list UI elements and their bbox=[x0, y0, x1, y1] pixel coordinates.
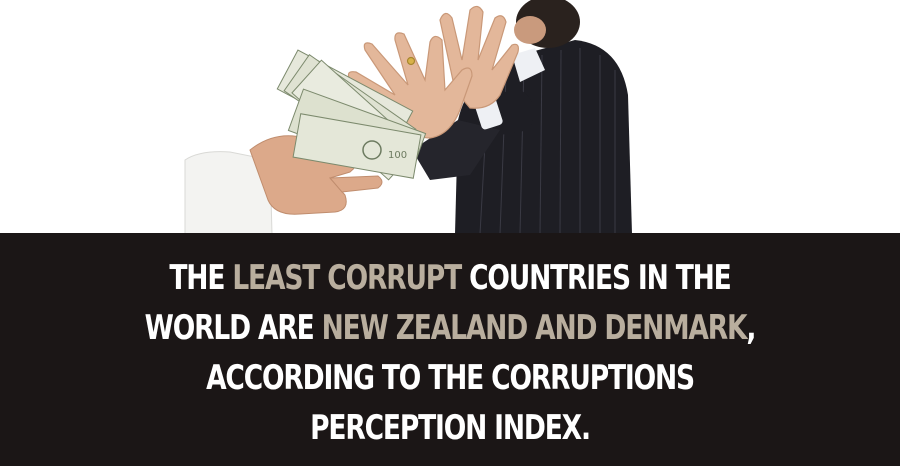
bribe-refusal-photo: 100 bbox=[184, 0, 632, 234]
caption-band: THE LEAST CORRUPT COUNTRIES IN THE WORLD … bbox=[0, 233, 900, 466]
caption-highlight: LEAST CORRUPT bbox=[232, 257, 462, 298]
caption-line: THE LEAST CORRUPT COUNTRIES IN THE bbox=[130, 253, 770, 303]
caption-line: ACCORDING TO THE CORRUPTIONS bbox=[130, 353, 770, 403]
caption-text: PERCEPTION INDEX. bbox=[310, 407, 591, 448]
refusing-hands bbox=[347, 5, 519, 139]
caption-text: ACCORDING TO THE CORRUPTIONS bbox=[206, 357, 695, 398]
svg-text:100: 100 bbox=[388, 150, 407, 161]
caption-line: PERCEPTION INDEX. bbox=[130, 403, 770, 453]
caption-line: WORLD ARE NEW ZEALAND AND DENMARK, bbox=[130, 303, 770, 353]
caption-highlight: NEW ZEALAND AND DENMARK bbox=[321, 307, 748, 348]
caption-text: COUNTRIES IN THE bbox=[461, 257, 732, 298]
photo-illustration: 100 bbox=[184, 0, 632, 234]
caption-text: WORLD ARE bbox=[144, 307, 322, 348]
caption-text: , bbox=[746, 307, 756, 348]
caption-text: THE bbox=[169, 257, 233, 298]
banknote-stack-icon: 100 bbox=[276, 49, 427, 181]
fact-caption: THE LEAST CORRUPT COUNTRIES IN THE WORLD … bbox=[130, 253, 770, 453]
